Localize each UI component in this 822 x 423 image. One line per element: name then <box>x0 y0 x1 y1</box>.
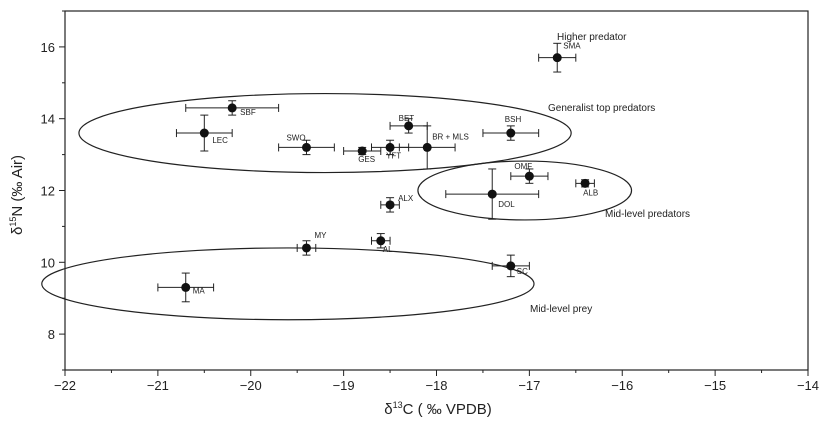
point-label: SBF <box>240 108 256 117</box>
data-point <box>524 171 534 181</box>
y-tick-label: 16 <box>41 40 55 55</box>
x-tick-label: −17 <box>518 378 540 393</box>
data-point <box>422 142 432 152</box>
x-tick-label: −16 <box>611 378 633 393</box>
y-axis-title: δ15N (‰ Air) <box>8 155 26 235</box>
point-label: BET <box>399 114 415 123</box>
data-point <box>301 243 311 253</box>
point-label: SWO <box>286 133 305 142</box>
y-tick-label: 8 <box>48 327 55 342</box>
data-point <box>506 128 516 138</box>
point-label: ALX <box>398 194 414 203</box>
point-label: MY <box>314 231 327 240</box>
y-tick-label: 14 <box>41 112 55 127</box>
data-points <box>157 42 595 303</box>
group-label: Mid-level predators <box>605 209 690 220</box>
plot-axes: −22 −21 −20 −19 −18 −17 −16 −15 −14 8 10 12 14 16 <box>41 10 819 393</box>
point-label: SC <box>517 267 528 276</box>
point-label: LEC <box>212 136 228 145</box>
group-label: Mid-level prey <box>530 304 592 315</box>
group-ellipse <box>41 247 535 321</box>
data-point <box>385 200 395 210</box>
group-ellipses <box>41 92 633 321</box>
data-point <box>506 261 516 271</box>
data-point <box>301 142 311 152</box>
point-label: BSH <box>505 115 522 124</box>
x-tick-label: −19 <box>333 378 355 393</box>
point-label: SMA <box>563 42 581 51</box>
x-tick-label: −15 <box>704 378 726 393</box>
annotation-labels: Higher predator Generalist top predators M… <box>193 32 690 315</box>
group-label: Higher predator <box>557 32 627 43</box>
data-point <box>199 128 209 138</box>
group-ellipse <box>417 160 633 221</box>
group-label: Generalist top predators <box>548 103 655 114</box>
point-label: MA <box>193 286 206 295</box>
y-tick-label: 10 <box>41 255 55 270</box>
point-label: BR + MLS <box>432 132 469 141</box>
data-point <box>357 146 367 156</box>
point-label: YFT <box>386 151 401 160</box>
x-tick-label: −21 <box>147 378 169 393</box>
x-tick-label: −14 <box>797 378 819 393</box>
group-ellipse <box>78 92 572 174</box>
point-label: AL <box>383 245 393 254</box>
point-label: DOL <box>498 200 515 209</box>
data-point <box>376 236 386 246</box>
x-axis-title: δ13C ( ‰ VPDB) <box>384 400 492 418</box>
data-point <box>487 189 497 199</box>
point-label: ALB <box>583 188 598 197</box>
data-point <box>580 178 590 188</box>
data-point <box>552 53 562 63</box>
data-point <box>181 282 191 292</box>
x-tick-label: −18 <box>425 378 447 393</box>
y-tick-label: 12 <box>41 184 55 199</box>
x-tick-label: −22 <box>54 378 76 393</box>
point-label: GES <box>358 155 375 164</box>
data-point <box>227 103 237 113</box>
point-label: OMF <box>514 162 532 171</box>
data-point <box>404 121 414 131</box>
data-point <box>385 142 395 152</box>
x-tick-label: −20 <box>240 378 262 393</box>
